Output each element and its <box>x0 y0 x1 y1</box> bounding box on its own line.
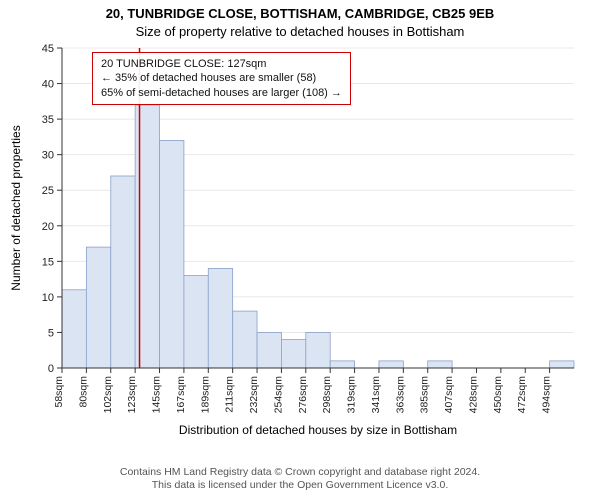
histogram-bar <box>379 361 403 368</box>
svg-text:5: 5 <box>48 327 54 339</box>
histogram-bar <box>233 311 257 368</box>
svg-text:232sqm: 232sqm <box>248 376 260 414</box>
callout-line-3: 65% of semi-detached houses are larger (… <box>101 86 342 100</box>
svg-text:189sqm: 189sqm <box>199 376 211 414</box>
histogram-bar <box>550 361 574 368</box>
svg-text:25: 25 <box>42 185 54 197</box>
svg-text:407sqm: 407sqm <box>443 376 455 414</box>
histogram-bar <box>160 140 184 368</box>
histogram-bar <box>257 332 281 368</box>
histogram-bar <box>86 247 110 368</box>
svg-text:58sqm: 58sqm <box>53 376 65 408</box>
svg-text:450sqm: 450sqm <box>492 376 504 414</box>
svg-text:15: 15 <box>42 256 54 268</box>
svg-text:35: 35 <box>42 114 54 126</box>
histogram-bar <box>111 176 135 368</box>
histogram-bar <box>330 361 354 368</box>
svg-text:123sqm: 123sqm <box>126 376 138 414</box>
svg-text:20: 20 <box>42 221 54 233</box>
svg-text:363sqm: 363sqm <box>394 376 406 414</box>
callout-line-1: 20 TUNBRIDGE CLOSE: 127sqm <box>101 57 342 71</box>
svg-text:276sqm: 276sqm <box>297 376 309 414</box>
svg-text:45: 45 <box>42 43 54 55</box>
svg-text:80sqm: 80sqm <box>77 376 89 408</box>
svg-text:30: 30 <box>42 150 54 162</box>
svg-text:298sqm: 298sqm <box>321 376 333 414</box>
svg-text:494sqm: 494sqm <box>541 376 553 414</box>
histogram-bar <box>281 340 305 368</box>
histogram-bar <box>62 290 86 368</box>
footer: Contains HM Land Registry data © Crown c… <box>0 466 600 492</box>
footer-line-1: Contains HM Land Registry data © Crown c… <box>0 466 600 479</box>
svg-text:102sqm: 102sqm <box>102 376 114 414</box>
svg-text:145sqm: 145sqm <box>151 376 163 414</box>
svg-text:40: 40 <box>42 79 54 91</box>
histogram-bar <box>306 332 330 368</box>
histogram-bar <box>428 361 452 368</box>
svg-text:167sqm: 167sqm <box>175 376 187 414</box>
svg-text:254sqm: 254sqm <box>272 376 284 414</box>
footer-line-2: This data is licensed under the Open Gov… <box>0 479 600 492</box>
callout-line-2: ← 35% of detached houses are smaller (58… <box>101 71 342 85</box>
y-axis-label: Number of detached properties <box>9 125 23 290</box>
svg-text:319sqm: 319sqm <box>346 376 358 414</box>
x-axis-label: Distribution of detached houses by size … <box>179 423 457 437</box>
chart-container: 20, TUNBRIDGE CLOSE, BOTTISHAM, CAMBRIDG… <box>0 0 600 500</box>
svg-text:211sqm: 211sqm <box>224 376 236 413</box>
svg-text:428sqm: 428sqm <box>467 376 479 414</box>
svg-text:385sqm: 385sqm <box>419 376 431 414</box>
histogram-bar <box>208 268 232 368</box>
svg-text:0: 0 <box>48 363 54 375</box>
svg-text:472sqm: 472sqm <box>516 376 528 414</box>
svg-text:10: 10 <box>42 292 54 304</box>
svg-text:341sqm: 341sqm <box>370 376 382 414</box>
callout-box: 20 TUNBRIDGE CLOSE: 127sqm ← 35% of deta… <box>92 52 351 105</box>
histogram-bar <box>184 276 208 368</box>
